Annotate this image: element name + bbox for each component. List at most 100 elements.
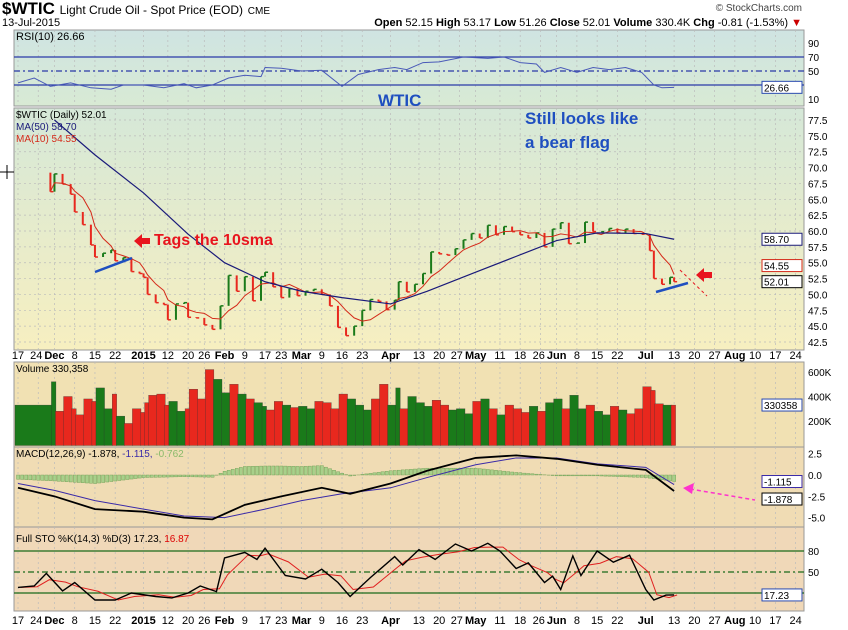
macd-histogram-bar <box>178 474 182 477</box>
price-tick-label: 45.0 <box>808 322 828 333</box>
macd-histogram-bar <box>510 471 515 476</box>
macd-histogram-bar <box>320 465 324 476</box>
macd-histogram-bar <box>141 474 146 478</box>
macd-histogram-bar <box>56 474 61 482</box>
x-tick-label: Apr <box>381 350 401 362</box>
annotation-bear-flag-1: Still looks like <box>525 109 639 128</box>
volume-bar <box>75 414 85 446</box>
macd-histogram-bar <box>259 465 263 476</box>
macd-histogram-bar <box>429 467 434 476</box>
macd-histogram-bar <box>255 465 259 476</box>
macd-histogram-bar <box>93 474 97 484</box>
volume-bar <box>634 408 644 446</box>
x-tick-label: Jun <box>547 350 567 362</box>
macd-histogram-bar <box>376 472 381 476</box>
x-tick-label: 18 <box>514 350 526 362</box>
volume-bar <box>512 408 522 446</box>
x-tick-label: May <box>465 615 487 627</box>
volume-bar <box>456 408 466 446</box>
macd-tick-label: -5.0 <box>808 514 826 525</box>
volume-bar <box>480 398 490 446</box>
macd-histogram-bar <box>72 474 77 483</box>
macd-histogram-bar <box>506 471 510 476</box>
volume-bar <box>585 404 595 446</box>
rsi-tick-label: 70 <box>808 53 820 64</box>
volume-bar <box>472 401 482 446</box>
macd-histogram-bar <box>303 466 308 476</box>
ma50-last-value-box <box>761 232 803 246</box>
volume-bar <box>237 393 247 446</box>
x-tick-label: 13 <box>413 615 425 627</box>
macd-histogram-bar <box>607 474 612 477</box>
x-tick-label: 26 <box>533 350 545 362</box>
volume-bar <box>14 404 53 446</box>
x-tick-label: 9 <box>242 615 248 627</box>
x-tick-label: 15 <box>591 615 603 627</box>
macd-histogram-bar <box>332 470 336 476</box>
volume-bar <box>63 396 73 446</box>
macd-histogram-bar <box>640 474 644 478</box>
volume-bar <box>245 398 255 446</box>
ma50-last-value: 58.70 <box>764 235 789 246</box>
volume-bar <box>395 387 401 446</box>
volume-bar <box>662 404 672 446</box>
rsi-last-value: 26.66 <box>764 83 789 94</box>
x-tick-label: 24 <box>789 615 801 627</box>
macd-histogram-bar <box>206 474 211 478</box>
macd-histogram-bar <box>587 474 591 477</box>
macd-histogram-bar <box>635 474 640 478</box>
macd-histogram-bar <box>559 474 563 477</box>
volume-bar <box>298 406 308 446</box>
volume-bar <box>553 398 563 446</box>
x-tick-label: Feb <box>215 615 235 627</box>
ma10-last-value-box <box>761 259 803 273</box>
ohlc-summary: Open 52.15 High 53.17 Low 51.26 Close 52… <box>374 17 802 29</box>
macd-histogram-bar <box>113 474 118 482</box>
macd-histogram-bar <box>170 474 174 478</box>
volume-bar <box>91 401 97 446</box>
volume-bar <box>399 408 409 446</box>
volume-bar <box>265 409 275 446</box>
x-tick-label: Dec <box>44 615 64 627</box>
volume-bar <box>112 393 117 446</box>
macd-histogram-bar <box>502 470 506 476</box>
macd-histogram-bar <box>121 474 126 481</box>
macd-histogram-bar <box>68 474 73 483</box>
macd-histogram-bar <box>40 474 45 481</box>
volume-bar <box>387 404 397 446</box>
macd-histogram-bar <box>340 473 344 476</box>
volume-bar <box>464 413 474 446</box>
macd-histogram-bar <box>579 474 583 477</box>
x-tick-label: Jul <box>638 615 654 627</box>
flag-trendline <box>655 281 689 294</box>
x-tick-label: Mar <box>292 615 312 627</box>
x-tick-label: 13 <box>413 350 425 362</box>
sto-legend: Full STO %K(14,3) %D(3) 17.23, 16.87 <box>16 534 190 545</box>
macd-histogram-bar <box>368 473 373 476</box>
macd-histogram-bar <box>328 468 332 476</box>
red-arrow-left-icon <box>134 234 150 248</box>
macd-histogram-bar <box>453 467 458 476</box>
volume-bar <box>346 398 356 446</box>
x-tick-label: 20 <box>433 350 445 362</box>
volume-bar <box>521 412 530 446</box>
volume-bar <box>148 395 158 446</box>
volume-bar <box>496 414 506 446</box>
rsi-panel <box>13 29 805 107</box>
volume-bar <box>282 404 291 446</box>
macd-histogram-bar <box>611 474 616 477</box>
rsi-last-value-box <box>761 80 803 94</box>
macd-histogram-bar <box>486 469 490 476</box>
macd-histogram-bar <box>392 470 397 476</box>
rsi-line <box>17 56 675 90</box>
macd-histogram-bar <box>441 467 446 476</box>
macd-histogram-bar <box>145 474 150 478</box>
macd-histogram-bar <box>397 469 401 476</box>
rsi-legend: RSI(10) 26.66 <box>16 31 85 43</box>
magenta-arrow-line <box>689 488 756 501</box>
projection-line <box>679 269 708 297</box>
support-trendline <box>94 256 133 274</box>
macd-histogram-bar <box>202 474 207 478</box>
macd-histogram-bar <box>117 474 122 481</box>
